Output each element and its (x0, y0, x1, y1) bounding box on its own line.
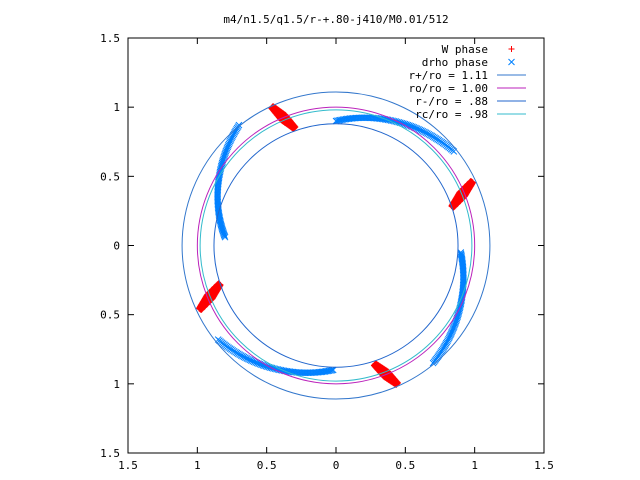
drho-phase-point (221, 232, 228, 240)
y-tick-label: 1 (113, 101, 120, 114)
drho-phase-point (220, 230, 228, 237)
circle-rro (213, 123, 459, 368)
x-tick-label: 0 (333, 459, 340, 472)
x-tick-label: 0.5 (395, 459, 415, 472)
legend-label: r-/ro = .88 (415, 95, 488, 108)
circle-roro (196, 106, 476, 385)
drho-phase-point (235, 121, 243, 129)
y-tick-label: 1.5 (100, 32, 120, 45)
drho-phase-point (221, 233, 229, 241)
legend-label: drho phase (422, 56, 488, 69)
x-tick-label: 1 (194, 459, 201, 472)
drho-phase-point (217, 219, 224, 226)
legend-label: r+/ro = 1.11 (409, 69, 488, 82)
chart-title: m4/n1.5/q1.5/r-+.80-j410/M0.01/512 (223, 13, 448, 26)
drho-phase-point (219, 227, 227, 235)
y-tick-label: 0.5 (100, 170, 120, 183)
circle-rcro (199, 109, 473, 382)
legend-label: ro/ro = 1.00 (409, 82, 488, 95)
drho-phase-point (219, 229, 227, 236)
w-phase-point (198, 306, 205, 313)
drho-phase-point (218, 224, 226, 231)
circle-rro (181, 91, 491, 400)
legend-label: rc/ro = .98 (415, 108, 488, 121)
drho-phase-point (218, 225, 226, 233)
x-tick-label: 1 (471, 459, 478, 472)
y-tick-label: 0 (113, 240, 120, 253)
w-phase-point (370, 362, 377, 369)
drho-phase-point (328, 366, 336, 374)
drho-phase-point (219, 226, 226, 234)
x-tick-label: 0.5 (257, 459, 277, 472)
x-tick-label: 1.5 (534, 459, 554, 472)
drho-phase-point (429, 359, 437, 367)
w-phase-points (196, 103, 476, 388)
drho-phase-point (217, 220, 225, 228)
y-tick-label: 1 (113, 378, 120, 391)
y-tick-label: 1.5 (100, 447, 120, 460)
legend-marker (508, 58, 515, 66)
w-phase-point (467, 178, 474, 185)
legend-label: W phase (442, 43, 488, 56)
drho-phase-point (218, 222, 225, 230)
w-phase-point (292, 123, 299, 130)
y-tick-label: 0.5 (100, 309, 120, 322)
x-tick-label: 1.5 (118, 459, 138, 472)
legend-marker (508, 46, 515, 52)
drho-phase-point (220, 231, 228, 239)
drho-phase-point (329, 366, 337, 374)
drho-phase-point (217, 221, 225, 229)
drho-phase-points (214, 114, 467, 377)
